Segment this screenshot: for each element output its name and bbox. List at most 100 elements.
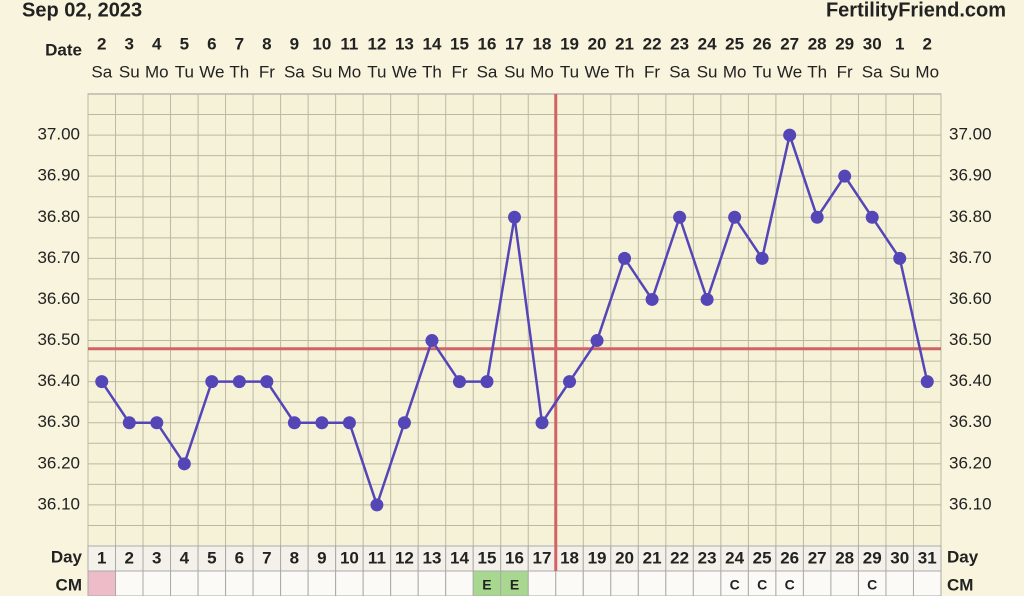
- day-number: 22: [670, 548, 689, 567]
- cm-cell: [197, 570, 227, 596]
- temperature-point: [122, 416, 136, 430]
- day-number: 16: [505, 548, 524, 567]
- weekday: Mo: [145, 62, 169, 81]
- day-cell: [720, 545, 749, 572]
- cm-cell: [280, 570, 309, 596]
- cm-cell: [252, 570, 282, 596]
- y-tick-label-right: 36.10: [949, 494, 992, 513]
- weekday: Tu: [560, 62, 579, 81]
- cm-cell: [665, 570, 694, 596]
- day-number: 26: [780, 548, 799, 567]
- day-number: 14: [450, 548, 469, 567]
- weekday: Th: [615, 62, 635, 81]
- y-tick-label-right: 37.00: [949, 125, 992, 144]
- cm-cell: [637, 570, 667, 596]
- temperature-point: [783, 128, 797, 142]
- weekday: Fr: [259, 62, 275, 81]
- temperature-point: [865, 210, 879, 224]
- date: 2: [923, 34, 932, 53]
- temperature-point: [150, 416, 164, 430]
- day-number: 9: [317, 548, 326, 567]
- date: 24: [698, 34, 717, 53]
- weekday: We: [199, 62, 224, 81]
- weekday: Th: [422, 62, 442, 81]
- day-number: 23: [698, 548, 717, 567]
- date: 26: [753, 34, 772, 53]
- temperature-point: [260, 375, 274, 389]
- date: 16: [478, 34, 497, 53]
- temperature-point: [893, 251, 907, 265]
- day-number: 20: [615, 548, 634, 567]
- date: 22: [643, 34, 662, 53]
- weekday: Tu: [175, 62, 194, 81]
- y-tick-label: 36.80: [37, 207, 80, 226]
- date: 2: [97, 34, 106, 53]
- weekday: Fr: [451, 62, 467, 81]
- temperature-point: [535, 416, 549, 430]
- y-tick-label-right: 36.30: [949, 412, 992, 431]
- day-number: 18: [560, 548, 579, 567]
- weekday: Sa: [669, 62, 690, 81]
- cm-value: C: [867, 577, 877, 593]
- weekday: Tu: [367, 62, 386, 81]
- cm-cell: [802, 570, 832, 596]
- day-number: 8: [290, 548, 299, 567]
- day-number: 1: [97, 548, 106, 567]
- y-tick-label: 36.30: [37, 412, 80, 431]
- day-cell: [747, 545, 777, 572]
- weekday: We: [584, 62, 609, 81]
- cm-cell: [527, 570, 557, 596]
- y-tick-label: 36.50: [37, 330, 80, 349]
- day-cell: [225, 545, 254, 572]
- cm-cell: [610, 570, 639, 596]
- temperature-point: [673, 210, 687, 224]
- cm-label: CM: [56, 575, 82, 594]
- day-cell: [582, 545, 612, 572]
- cm-cell: [87, 570, 117, 596]
- day-number: 15: [478, 548, 497, 567]
- day-cell: [362, 545, 392, 572]
- temperature-point: [700, 292, 714, 306]
- cm-cell: [692, 570, 722, 596]
- day-number: 2: [125, 548, 134, 567]
- date: 17: [505, 34, 524, 53]
- temperature-point: [810, 210, 824, 224]
- weekday: Mo: [530, 62, 554, 81]
- y-tick-label: 36.40: [37, 371, 80, 390]
- cm-cell: [390, 570, 419, 596]
- day-cell: [197, 545, 227, 572]
- cm-value: C: [730, 577, 740, 593]
- weekday: We: [392, 62, 417, 81]
- day-number: 19: [588, 548, 607, 567]
- day-cell: [472, 545, 502, 572]
- date: 6: [207, 34, 216, 53]
- cm-cell: [472, 570, 502, 596]
- temperature-point: [425, 334, 439, 348]
- y-tick-label-right: 36.50: [949, 330, 992, 349]
- weekday: Mo: [915, 62, 939, 81]
- day-number: 30: [890, 548, 909, 567]
- day-cell: [665, 545, 694, 572]
- date: 29: [835, 34, 854, 53]
- site-name: FertilityFriend.com: [826, 0, 1006, 21]
- cm-cell: [417, 570, 447, 596]
- weekday: Mo: [338, 62, 362, 81]
- y-tick-label-right: 36.40: [949, 371, 992, 390]
- weekday: Su: [889, 62, 910, 81]
- temperature-point: [480, 375, 494, 389]
- day-number: 27: [808, 548, 827, 567]
- cm-cell: [142, 570, 172, 596]
- date: 7: [235, 34, 244, 53]
- date: 21: [615, 34, 634, 53]
- weekday: Th: [807, 62, 827, 81]
- cm-cell: [335, 570, 364, 596]
- day-cell: [445, 545, 474, 572]
- day-cell: [830, 545, 859, 572]
- date: 19: [560, 34, 579, 53]
- day-cell: [912, 545, 942, 572]
- y-tick-label-right: 36.90: [949, 166, 992, 185]
- date: 4: [152, 34, 162, 53]
- day-label: Day: [51, 547, 83, 566]
- day-number: 10: [340, 548, 359, 567]
